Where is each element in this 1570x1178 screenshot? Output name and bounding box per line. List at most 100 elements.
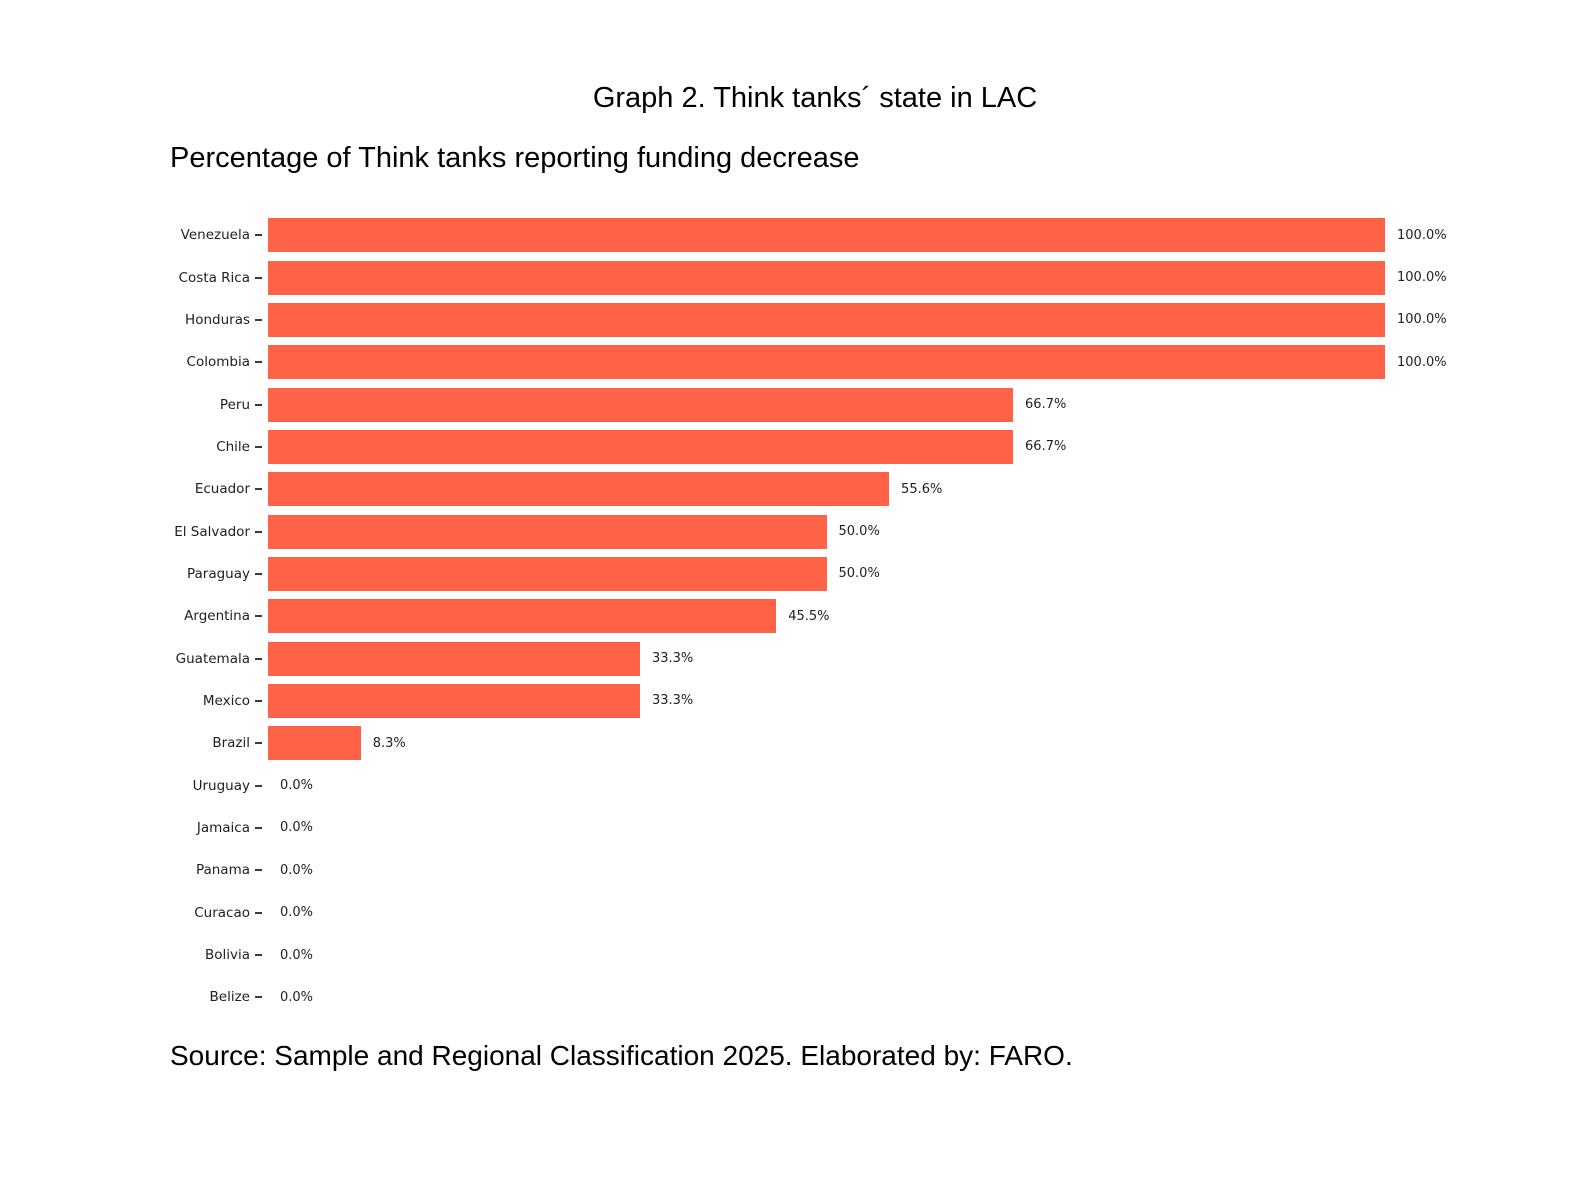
y-tick-mark: [255, 488, 262, 491]
chart-row: Panama 0.0%: [0, 849, 1570, 891]
bar-track: 0.0%: [268, 938, 1570, 972]
y-tick-mark: [255, 742, 262, 745]
bar-track: 50.0%: [268, 514, 1570, 549]
chart-row: Jamaica 0.0%: [0, 807, 1570, 849]
category-label: Curacao: [194, 904, 250, 921]
chart-row: Paraguay 50.0%: [0, 553, 1570, 595]
chart-title: Graph 2. Think tanks´ state in LAC: [592, 82, 1038, 114]
chart-row: Venezuela 100.0%: [0, 214, 1570, 256]
chart-row: Colombia 100.0%: [0, 341, 1570, 383]
value-label: 55.6%: [901, 481, 943, 497]
y-tick-mark: [255, 530, 262, 533]
value-label: 100.0%: [1397, 270, 1447, 286]
category-label: Belize: [209, 989, 250, 1006]
y-tick-mark: [255, 869, 262, 872]
chart-row: Belize 0.0%: [0, 976, 1570, 1018]
bar: [268, 302, 1385, 337]
bar: [268, 429, 1014, 464]
bar: [268, 683, 640, 718]
category-label: El Salvador: [174, 523, 250, 540]
chart-row: Uruguay 0.0%: [0, 764, 1570, 806]
category-label: Venezuela: [180, 227, 250, 244]
y-tick-mark: [255, 445, 262, 448]
bar-track: 0.0%: [268, 980, 1570, 1014]
y-tick-mark: [255, 657, 262, 660]
chart-row: Curacao 0.0%: [0, 892, 1570, 934]
category-label: Uruguay: [192, 777, 250, 794]
bar-track: 100.0%: [268, 302, 1570, 337]
y-tick-mark: [255, 276, 262, 279]
bar: [268, 599, 777, 634]
chart-row: Honduras 100.0%: [0, 299, 1570, 341]
value-label: 50.0%: [838, 566, 880, 582]
bar: [268, 556, 827, 591]
value-label: 45.5%: [788, 608, 830, 624]
value-label: 33.3%: [651, 651, 694, 667]
value-label: 100.0%: [1397, 312, 1447, 328]
category-label: Panama: [195, 862, 250, 879]
value-label: 0.0%: [280, 778, 314, 794]
category-label: Argentina: [184, 608, 250, 625]
y-tick-mark: [255, 234, 262, 237]
chart-row: Argentina 45.5%: [0, 595, 1570, 637]
chart-row: Guatemala 33.3%: [0, 637, 1570, 679]
bar-track: 100.0%: [268, 218, 1570, 253]
value-label: 50.0%: [838, 524, 880, 540]
bar-track: 33.3%: [268, 683, 1570, 718]
category-label: Costa Rica: [178, 269, 250, 286]
chart-row: Costa Rica 100.0%: [0, 256, 1570, 298]
chart-row: Bolivia 0.0%: [0, 934, 1570, 976]
value-label: 0.0%: [280, 947, 314, 963]
value-label: 0.0%: [280, 989, 314, 1005]
category-label: Peru: [219, 396, 250, 413]
bar: [268, 641, 640, 676]
bar-track: 55.6%: [268, 472, 1570, 507]
category-label: Colombia: [186, 354, 250, 371]
category-label: Brazil: [212, 735, 250, 752]
bar-track: 8.3%: [268, 726, 1570, 761]
bar-track: 0.0%: [268, 853, 1570, 887]
category-label: Bolivia: [204, 947, 250, 964]
y-tick-mark: [255, 826, 262, 829]
category-label: Honduras: [185, 311, 250, 328]
value-label: 100.0%: [1397, 227, 1447, 243]
chart-row: Ecuador 55.6%: [0, 468, 1570, 510]
value-label: 8.3%: [372, 735, 406, 751]
bar-track: 45.5%: [268, 599, 1570, 634]
bar-track: 100.0%: [268, 345, 1570, 380]
y-tick-mark: [255, 572, 262, 575]
chart-source-note: Source: Sample and Regional Classificati…: [170, 1040, 1073, 1071]
chart-row: Peru 66.7%: [0, 383, 1570, 425]
bar-track: 0.0%: [268, 896, 1570, 930]
category-label: Ecuador: [194, 481, 250, 498]
chart-subtitle: Percentage of Think tanks reporting fund…: [170, 142, 860, 174]
value-label: 66.7%: [1025, 397, 1067, 413]
y-tick-mark: [255, 318, 262, 321]
y-tick-mark: [255, 996, 262, 999]
bar-track: 66.7%: [268, 429, 1570, 464]
bar-track: 33.3%: [268, 641, 1570, 676]
value-label: 100.0%: [1397, 354, 1447, 370]
category-label: Guatemala: [175, 650, 250, 667]
value-label: 33.3%: [651, 693, 694, 709]
bar: [268, 387, 1014, 422]
bar-rows-container: Venezuela 100.0% Costa Rica 100.0% Honduras 1…: [0, 214, 1570, 1019]
y-tick-mark: [255, 361, 262, 364]
y-tick-mark: [255, 699, 262, 702]
value-label: 66.7%: [1025, 439, 1067, 455]
bar: [268, 218, 1385, 253]
chart-row: El Salvador 50.0%: [0, 510, 1570, 552]
category-label: Paraguay: [186, 565, 250, 582]
bar-track: 0.0%: [268, 769, 1570, 803]
value-label: 0.0%: [280, 905, 314, 921]
chart-row: Mexico 33.3%: [0, 680, 1570, 722]
value-label: 0.0%: [280, 820, 314, 836]
bar-track: 50.0%: [268, 556, 1570, 591]
chart-row: Chile 66.7%: [0, 426, 1570, 468]
category-label: Jamaica: [196, 819, 250, 836]
value-label: 0.0%: [280, 862, 314, 878]
y-tick-mark: [255, 403, 262, 406]
bar-track: 100.0%: [268, 260, 1570, 295]
bar: [268, 260, 1385, 295]
